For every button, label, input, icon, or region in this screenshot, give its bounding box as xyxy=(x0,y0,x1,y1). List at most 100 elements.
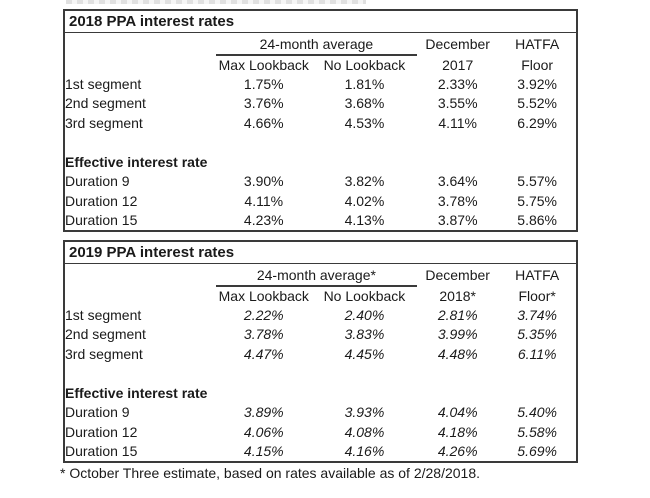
col-header-year: 2017 xyxy=(442,56,474,73)
row-label: 3rd segment xyxy=(65,345,143,362)
rate-value: 4.11% xyxy=(244,192,284,209)
section-label: Effective interest rate xyxy=(65,384,208,401)
rate-value: 1.75% xyxy=(243,75,284,92)
rate-value: 4.16% xyxy=(344,443,385,460)
table-row: Duration 12 4.06% 4.08% 4.18% 5.58% xyxy=(65,422,576,442)
rate-value: 4.08% xyxy=(344,423,385,440)
table-row: Duration 9 3.89% 3.93% 4.04% 5.40% xyxy=(65,403,576,423)
group-header-24-month-average: 24-month average* xyxy=(215,264,418,287)
row-label: Duration 9 xyxy=(65,404,130,421)
rate-value: 6.29% xyxy=(517,114,557,131)
rate-value: 3.92% xyxy=(517,75,557,92)
rate-value: 4.47% xyxy=(243,345,284,362)
table-row: 2nd segment 3.76% 3.68% 3.55% 5.52% xyxy=(65,94,576,114)
table-row: Duration 9 3.90% 3.82% 3.64% 5.57% xyxy=(65,172,576,192)
rate-value: 4.26% xyxy=(437,443,478,460)
row-label: Duration 15 xyxy=(65,212,138,229)
section-header-row: Effective interest rate xyxy=(65,152,576,172)
row-label: 1st segment xyxy=(65,75,142,92)
rate-value: 4.11% xyxy=(438,114,478,131)
table-2018-ppa-rates: 2018 PPA interest rates 24-month average… xyxy=(63,9,578,232)
rate-value: 4.45% xyxy=(344,345,385,362)
col-header-max-lookback: Max Lookback xyxy=(218,57,309,73)
rate-value: 3.74% xyxy=(517,306,557,323)
footnote-october-three-estimate: * October Three estimate, based on rates… xyxy=(60,465,480,481)
rate-value: 5.58% xyxy=(517,423,557,440)
rate-value: 2.40% xyxy=(344,306,385,323)
row-label: 2nd segment xyxy=(65,326,146,343)
rates-table-2019: 24-month average* December HATFA Max Loo… xyxy=(65,264,576,461)
header-row-sub: Max Lookback No Lookback 2017 Floor xyxy=(65,55,576,74)
rate-value: 6.11% xyxy=(517,345,557,362)
rate-value: 5.75% xyxy=(517,192,557,209)
table-row: 2nd segment 3.78% 3.83% 3.99% 5.35% xyxy=(65,325,576,345)
spacer-cell xyxy=(65,55,216,74)
rate-value: 3.78% xyxy=(437,192,478,209)
table-row: Duration 15 4.15% 4.16% 4.26% 5.69% xyxy=(65,442,576,462)
rate-value: 3.76% xyxy=(243,95,284,112)
rate-value: 4.02% xyxy=(344,192,385,209)
rate-value: 5.52% xyxy=(517,95,557,112)
rate-value: 3.93% xyxy=(344,404,385,421)
rate-value: 4.18% xyxy=(437,423,478,440)
rate-value: 3.89% xyxy=(243,404,284,421)
rate-value: 4.04% xyxy=(437,404,478,421)
col-header-hatfa: HATFA xyxy=(515,36,560,52)
rates-table-2018: 24-month average December HATFA Max Look… xyxy=(65,33,576,230)
rate-value: 4.66% xyxy=(243,114,284,131)
table-title: 2019 PPA interest rates xyxy=(65,242,576,264)
rate-value: 5.86% xyxy=(517,212,557,229)
table-row: 3rd segment 4.47% 4.45% 4.48% 6.11% xyxy=(65,344,576,364)
section-header-row: Effective interest rate xyxy=(65,383,576,403)
table-row: 3rd segment 4.66% 4.53% 4.11% 6.29% xyxy=(65,113,576,133)
row-label: 2nd segment xyxy=(65,95,146,112)
table-row: 1st segment 1.75% 1.81% 2.33% 3.92% xyxy=(65,74,576,94)
table-row: 1st segment 2.22% 2.40% 2.81% 3.74% xyxy=(65,305,576,325)
cropped-top-artifact xyxy=(66,0,366,4)
col-header-no-lookback: No Lookback xyxy=(323,288,406,304)
rate-value: 4.53% xyxy=(344,114,385,131)
rate-value: 3.82% xyxy=(344,173,385,190)
rate-value: 4.48% xyxy=(437,345,478,362)
rate-value: 3.90% xyxy=(243,173,284,190)
rate-value: 3.78% xyxy=(243,326,284,343)
table-2019-ppa-rates: 2019 PPA interest rates 24-month average… xyxy=(63,240,578,463)
blank-row xyxy=(65,364,576,384)
rate-value: 2.22% xyxy=(243,306,284,323)
row-label: Duration 15 xyxy=(65,443,138,460)
rate-value: 5.40% xyxy=(517,404,557,421)
rate-value: 5.57% xyxy=(517,173,557,190)
row-label: 3rd segment xyxy=(65,114,143,131)
rate-value: 3.87% xyxy=(437,212,478,229)
spacer-cell xyxy=(65,286,216,305)
col-header-december: December xyxy=(425,36,490,52)
col-header-december: December xyxy=(425,267,490,283)
col-header-floor: Floor xyxy=(521,56,554,73)
col-header-hatfa: HATFA xyxy=(515,267,560,283)
rate-value: 4.15% xyxy=(243,443,284,460)
table-row: Duration 12 4.11% 4.02% 3.78% 5.75% xyxy=(65,191,576,211)
header-row-group: 24-month average* December HATFA xyxy=(65,264,576,287)
spacer-cell xyxy=(65,364,576,384)
rate-value: 3.83% xyxy=(344,326,385,343)
rate-value: 2.81% xyxy=(437,306,478,323)
table-row: Duration 15 4.23% 4.13% 3.87% 5.86% xyxy=(65,211,576,231)
rate-value: 3.64% xyxy=(437,173,478,190)
rate-value: 3.99% xyxy=(437,326,478,343)
spacer-cell xyxy=(65,133,576,153)
col-header-year: 2018* xyxy=(439,287,476,304)
rate-value: 5.35% xyxy=(517,326,557,343)
header-row-group: 24-month average December HATFA xyxy=(65,33,576,56)
group-header-24-month-average: 24-month average xyxy=(215,33,418,56)
rate-value: 3.55% xyxy=(437,95,478,112)
rate-value: 2.33% xyxy=(437,75,478,92)
row-label: Duration 12 xyxy=(65,192,138,209)
col-header-max-lookback: Max Lookback xyxy=(218,288,309,304)
rate-value: 4.06% xyxy=(243,423,284,440)
row-label: Duration 9 xyxy=(65,173,130,190)
rate-value: 4.13% xyxy=(344,212,385,229)
row-label: Duration 12 xyxy=(65,423,138,440)
rate-value: 5.69% xyxy=(517,443,557,460)
row-label: 1st segment xyxy=(65,306,142,323)
rate-value: 3.68% xyxy=(344,95,385,112)
